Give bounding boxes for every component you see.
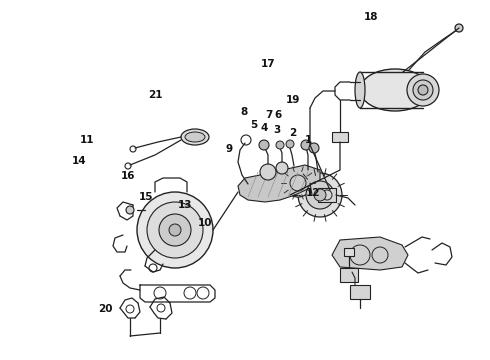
Bar xyxy=(332,132,348,142)
Circle shape xyxy=(147,202,203,258)
Text: 8: 8 xyxy=(241,107,247,117)
Circle shape xyxy=(286,140,294,148)
Circle shape xyxy=(276,141,284,149)
Text: 9: 9 xyxy=(226,144,233,154)
Bar xyxy=(344,248,354,256)
Bar xyxy=(340,268,358,282)
Text: 19: 19 xyxy=(286,95,300,105)
Polygon shape xyxy=(238,165,320,202)
Text: 3: 3 xyxy=(273,125,280,135)
Circle shape xyxy=(276,162,288,174)
Circle shape xyxy=(169,224,181,236)
Text: 7: 7 xyxy=(265,110,272,120)
Text: 11: 11 xyxy=(80,135,95,145)
Text: 2: 2 xyxy=(290,128,296,138)
Circle shape xyxy=(259,140,269,150)
Ellipse shape xyxy=(413,80,433,100)
Ellipse shape xyxy=(181,129,209,145)
Polygon shape xyxy=(332,237,408,270)
Text: 1: 1 xyxy=(305,135,312,145)
Circle shape xyxy=(137,192,213,268)
Text: 4: 4 xyxy=(261,123,269,133)
Ellipse shape xyxy=(355,72,365,108)
Circle shape xyxy=(298,173,342,217)
Text: 10: 10 xyxy=(197,218,212,228)
Circle shape xyxy=(284,169,312,197)
Text: 17: 17 xyxy=(261,59,276,69)
Ellipse shape xyxy=(418,85,428,95)
Text: 6: 6 xyxy=(275,110,282,120)
Text: 18: 18 xyxy=(364,12,379,22)
Text: 21: 21 xyxy=(148,90,163,100)
Circle shape xyxy=(301,140,311,150)
Text: 15: 15 xyxy=(139,192,153,202)
Ellipse shape xyxy=(185,132,205,142)
Circle shape xyxy=(260,164,276,180)
Circle shape xyxy=(126,206,134,214)
Circle shape xyxy=(314,189,326,201)
Text: 20: 20 xyxy=(98,304,113,314)
Text: 12: 12 xyxy=(305,188,320,198)
Text: 16: 16 xyxy=(121,171,136,181)
Circle shape xyxy=(306,181,334,209)
Circle shape xyxy=(309,143,319,153)
Ellipse shape xyxy=(407,74,439,106)
Circle shape xyxy=(455,24,463,32)
Circle shape xyxy=(290,175,306,191)
Text: 5: 5 xyxy=(250,120,257,130)
Text: 13: 13 xyxy=(178,200,193,210)
Ellipse shape xyxy=(360,69,430,111)
Bar xyxy=(318,188,336,202)
Circle shape xyxy=(159,214,191,246)
Bar xyxy=(350,285,370,299)
Text: 14: 14 xyxy=(72,156,87,166)
